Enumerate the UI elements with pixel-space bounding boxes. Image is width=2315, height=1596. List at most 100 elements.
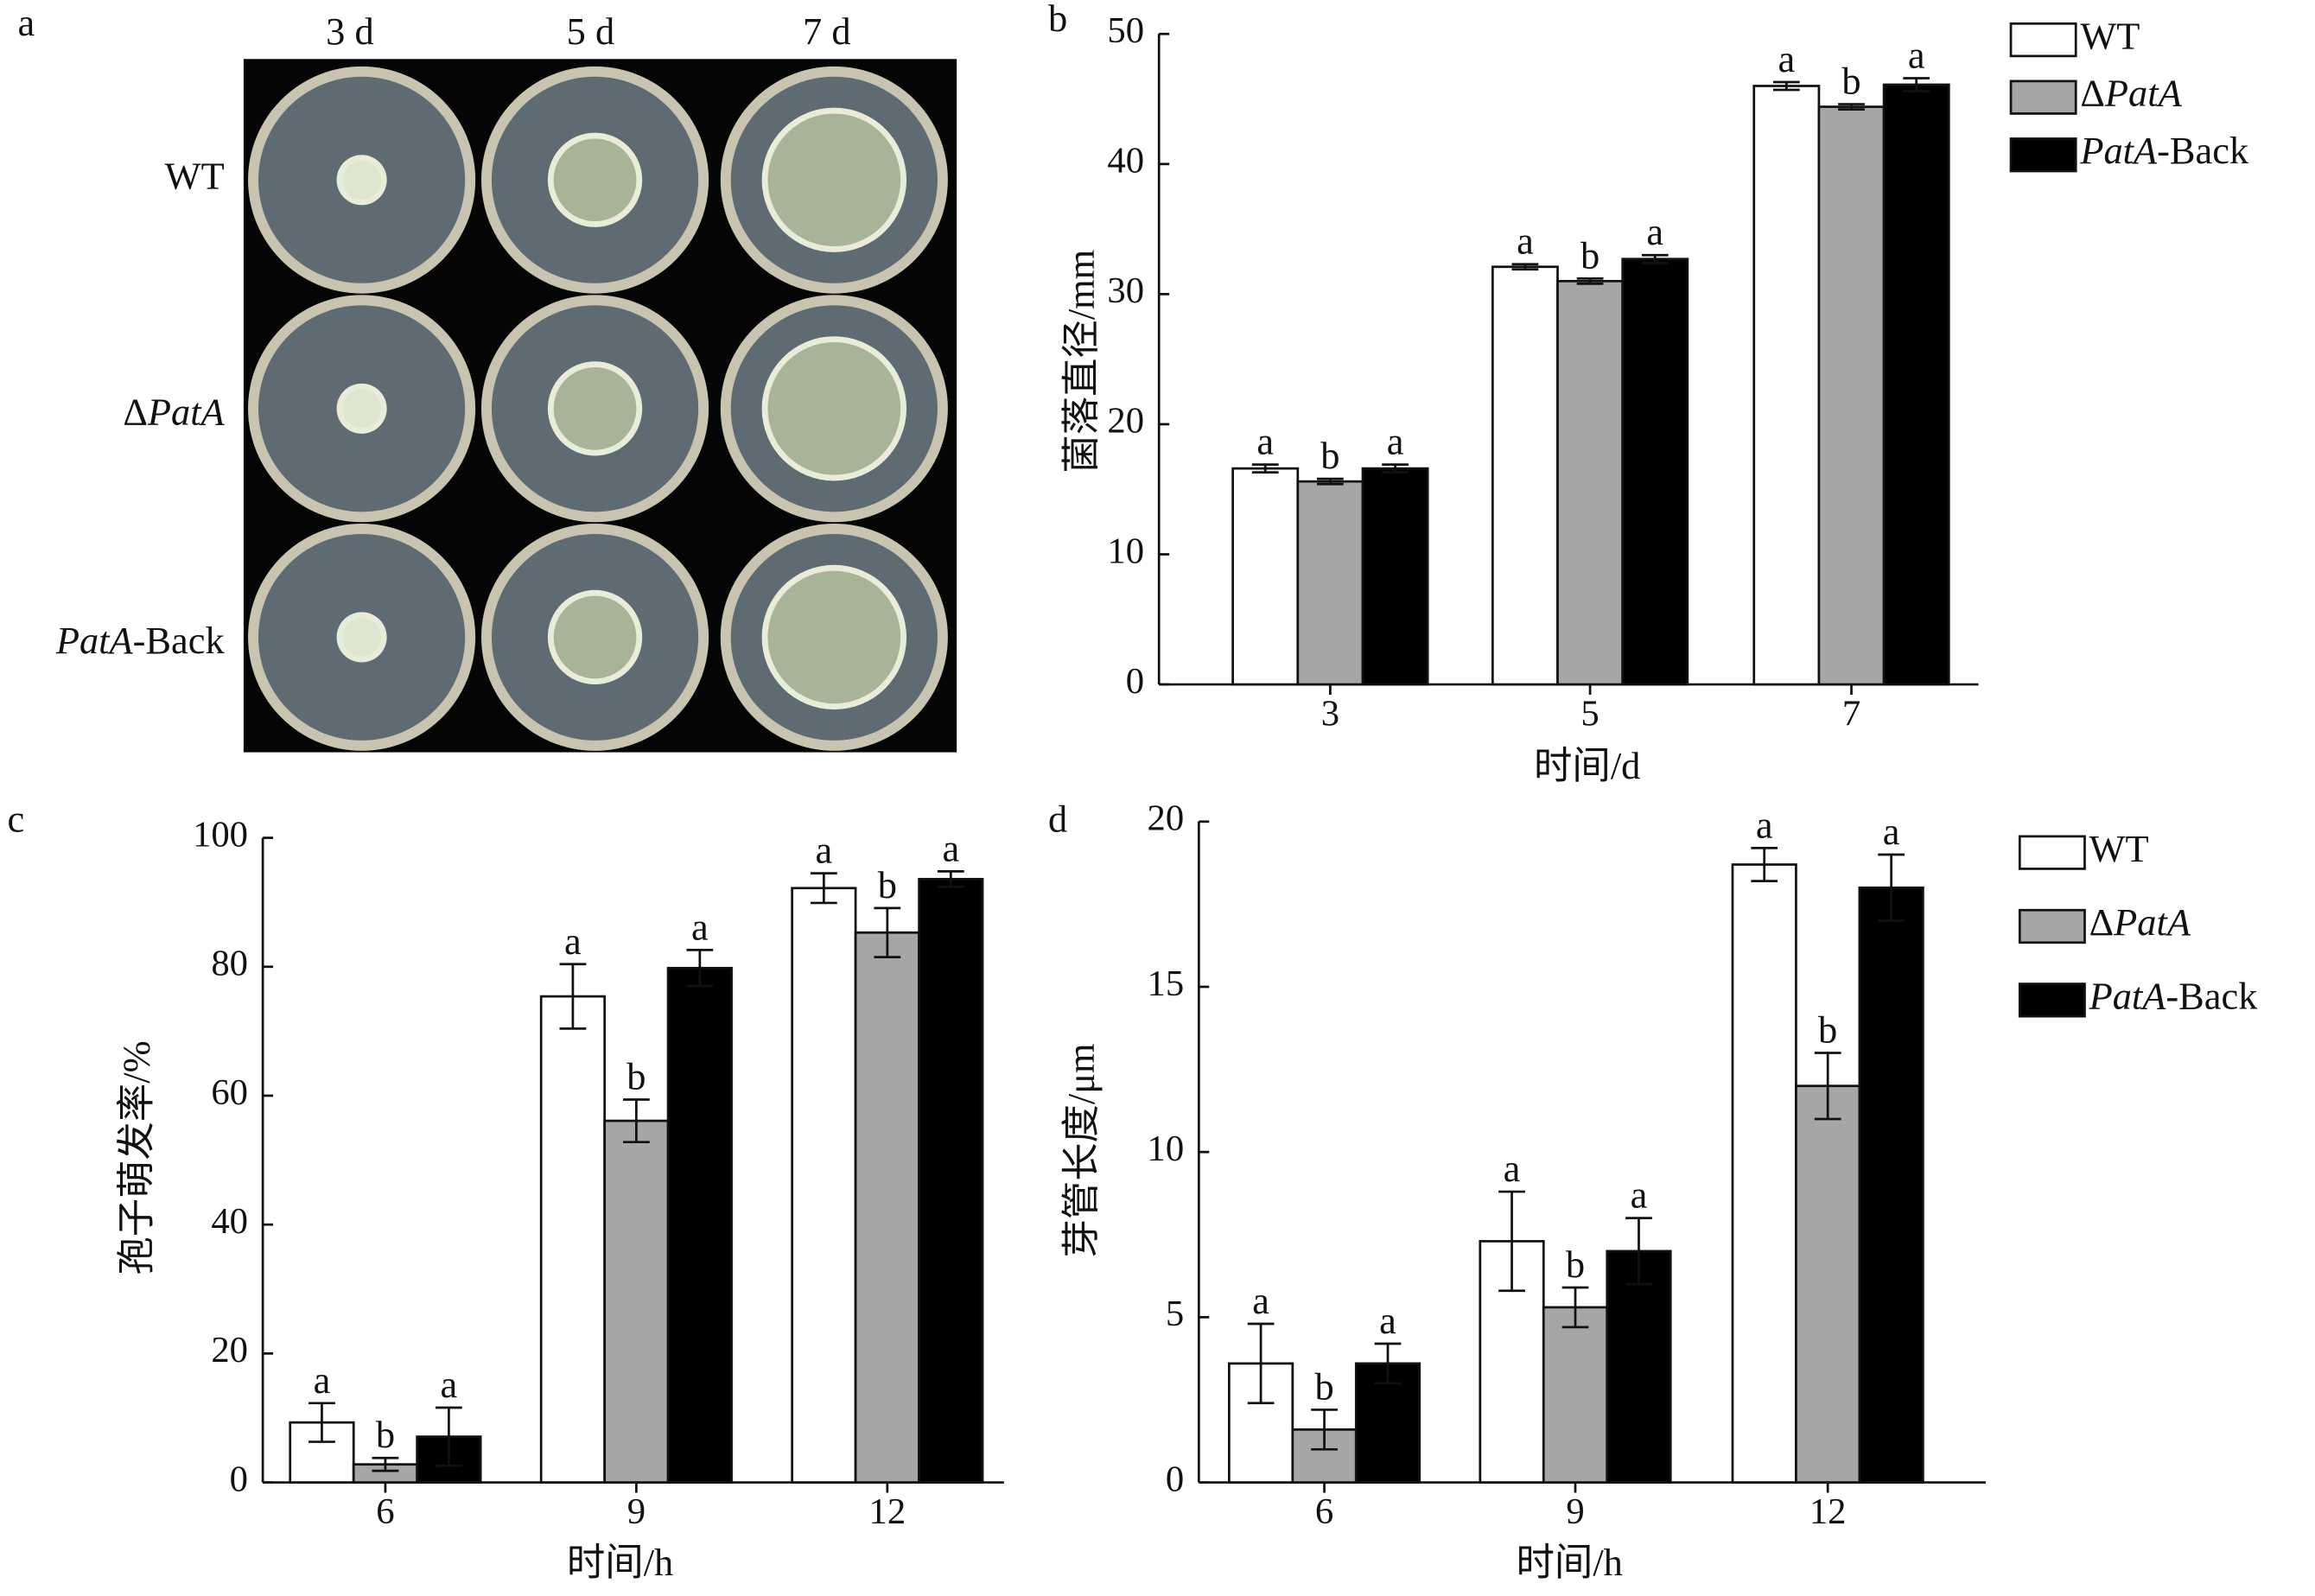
error-bar [1576,277,1604,285]
panel-label: a [18,1,35,44]
y-tick-label: 0 [1126,661,1144,702]
error-bar [1511,263,1539,271]
panel-label: d [1048,798,1067,841]
column-label: 7 d [803,10,851,53]
bar [1795,1084,1861,1484]
y-tick-label: 20 [1107,401,1144,442]
error-bar [1251,463,1279,474]
significance-letter: b [1314,1364,1333,1408]
significance-letter: a [314,1358,331,1402]
error-bar [686,949,714,988]
colony [767,570,901,704]
significance-letter: b [1818,1008,1837,1051]
significance-letter: a [942,826,959,869]
y-tick-label: 40 [1107,141,1144,181]
error-bar [1772,80,1800,92]
y-tick-label: 40 [211,1201,248,1242]
error-bar [1561,1286,1589,1329]
bar [1296,480,1364,686]
significance-letter: a [1756,803,1773,846]
y-axis-label: 孢子萌发率/% [114,1040,157,1275]
plates [248,66,948,751]
colony [342,618,381,657]
y-tick-label: 0 [230,1459,248,1499]
bar [1491,265,1559,686]
row-label: WT [165,154,225,197]
bar [918,877,984,1484]
panel-label: b [1048,0,1067,40]
significance-letter: a [1646,210,1663,253]
x-tick-label: 3 [1321,693,1339,734]
y-tick-label: 0 [1166,1459,1184,1499]
error-bar [810,872,837,905]
significance-letter: a [441,1363,458,1406]
significance-letter: b [1841,60,1860,103]
x-tick-label: 5 [1580,693,1599,734]
colony [342,161,381,200]
legend-label: ΔPatA [2089,900,2191,944]
error-bar [1751,847,1778,883]
significance-letter: b [1566,1243,1585,1286]
y-tick-label: 50 [1107,10,1144,51]
error-bar [1382,463,1409,474]
significance-letter: b [376,1413,395,1456]
y-tick-label: 30 [1107,270,1144,311]
significance-letter: a [1256,420,1274,463]
error-bar [1838,103,1865,111]
legend-swatch [2009,137,2077,173]
error-bar [623,1098,650,1144]
significance-letter: a [1908,33,1925,76]
x-tick-label: 6 [1315,1491,1333,1532]
error-bar [1641,253,1669,264]
legend-label: PatA-Back [2089,975,2259,1018]
bar [1817,105,1886,686]
y-tick-label: 60 [211,1072,248,1113]
x-tick-label: 6 [376,1491,394,1532]
error-bar [1498,1190,1525,1293]
legend-label: ΔPatA [2080,72,2182,115]
error-bar [937,870,964,888]
legend-swatch [2009,79,2077,115]
y-tick-label: 80 [211,944,248,984]
significance-letter: a [1778,37,1795,80]
error-bar [372,1456,399,1472]
significance-letter: b [626,1054,646,1097]
error-bar [1878,853,1905,922]
significance-letter: a [1517,219,1534,263]
significance-letter: a [1379,1299,1396,1342]
y-tick-label: 100 [193,814,248,855]
x-tick-label: 7 [1842,693,1860,734]
colony [767,342,901,475]
error-bar [1903,77,1930,92]
significance-letter: b [1580,233,1600,277]
bar [1231,467,1300,686]
x-tick-label: 12 [868,1491,906,1532]
error-bar [874,906,901,958]
x-axis-label: 时间/h [567,1541,673,1584]
bar [539,995,607,1484]
x-tick-label: 9 [627,1491,646,1532]
column-label: 5 d [567,10,615,53]
bar [666,966,733,1484]
error-bar [1247,1322,1275,1405]
y-axis-label: 芽管长度/μm [1059,1043,1103,1257]
significance-letter: a [1387,420,1404,463]
bar [1361,467,1429,686]
y-tick-label: 20 [1148,798,1185,839]
significance-letter: b [878,863,897,906]
x-tick-label: 9 [1566,1491,1584,1532]
error-bar [559,963,587,1030]
colony [342,389,381,429]
error-bar [1374,1342,1402,1385]
y-tick-label: 10 [1107,531,1144,571]
colony [553,595,637,679]
significance-letter: a [1252,1279,1269,1322]
bar [1556,279,1625,686]
significance-letter: b [1320,434,1339,477]
y-axis-label: 菌落直径/mm [1059,250,1103,474]
bar [603,1119,670,1484]
significance-letter: a [816,829,833,872]
error-bar [1317,477,1344,486]
legend-label: WT [2080,14,2140,57]
